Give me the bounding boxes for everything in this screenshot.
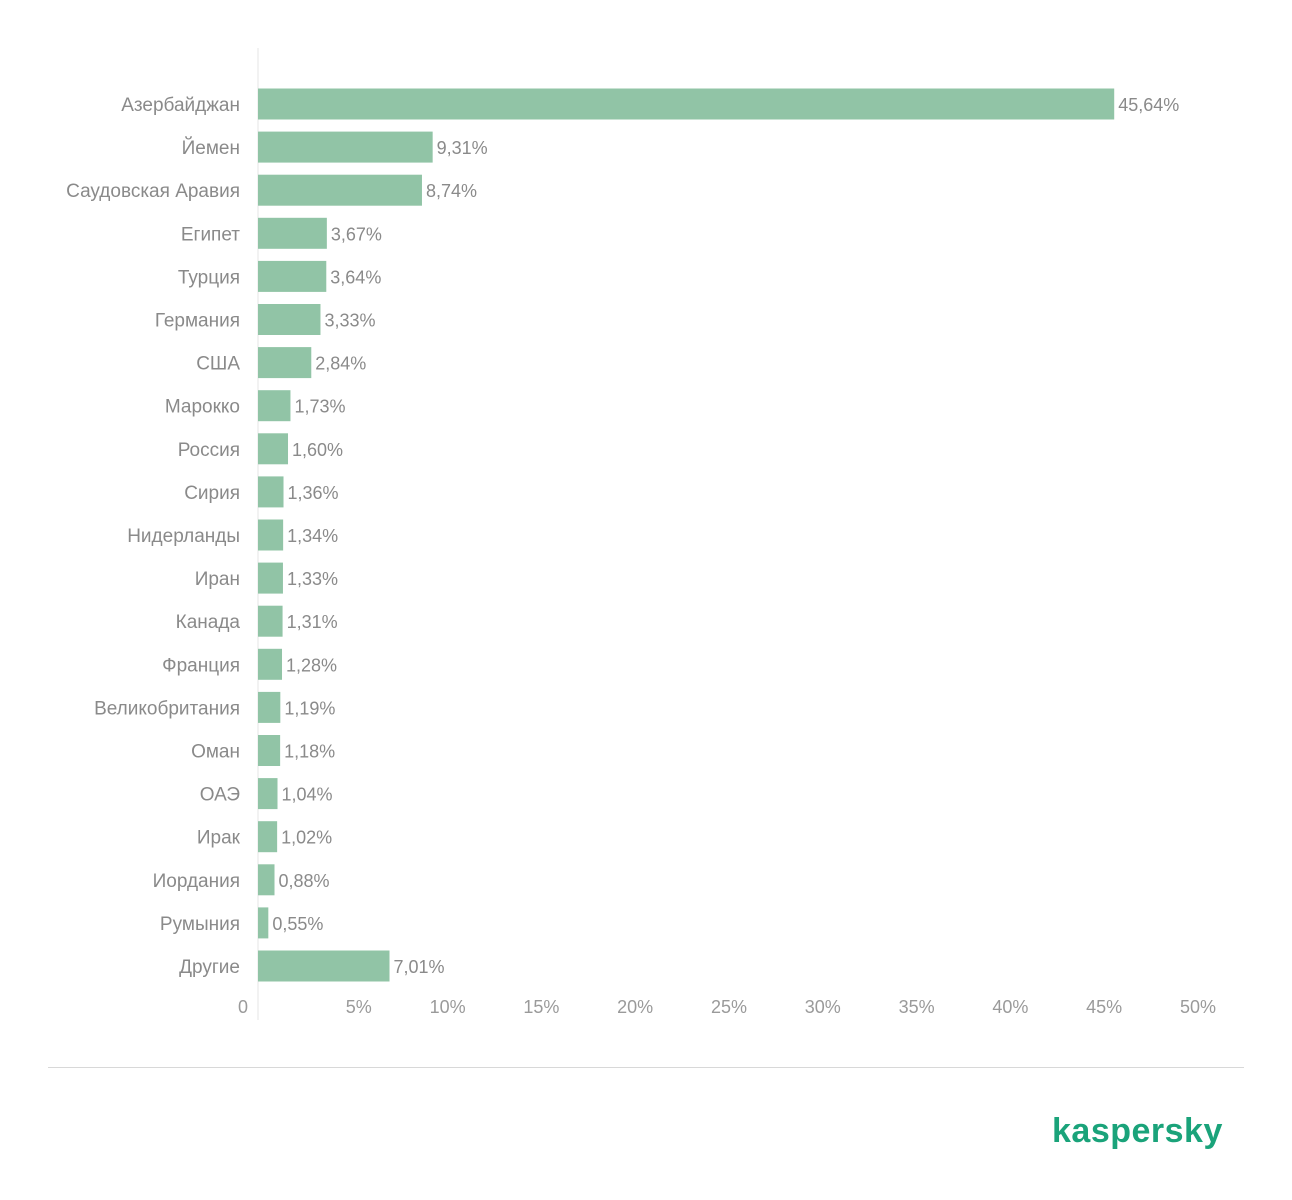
x-tick-label: 20%	[617, 997, 653, 1017]
category-label: Египет	[181, 224, 240, 245]
x-tick-label: 35%	[899, 997, 935, 1017]
kaspersky-logo: kaspersky	[1052, 1112, 1223, 1150]
category-label: ОАЭ	[200, 785, 240, 806]
category-label: Германия	[155, 311, 240, 332]
category-label: Другие	[179, 957, 240, 978]
bar	[258, 907, 269, 939]
category-label: Великобритания	[94, 698, 240, 719]
category-label: Россия	[178, 440, 240, 461]
category-label: Иран	[195, 569, 240, 590]
category-label: Турция	[178, 267, 240, 288]
data-label: 1,18%	[284, 742, 335, 762]
category-label: США	[196, 354, 240, 375]
bar-chart: Азербайджан 45,64% Йемен 9,31% Саудовская Ар…	[66, 48, 1216, 1020]
data-label: 1,28%	[286, 655, 337, 675]
data-label: 1,36%	[288, 483, 339, 503]
bar	[258, 864, 275, 896]
data-label: 8,74%	[426, 181, 477, 201]
data-label: 1,19%	[284, 698, 335, 718]
x-tick-label: 45%	[1086, 997, 1122, 1017]
bar	[258, 88, 1115, 120]
bar	[258, 691, 281, 723]
bar	[258, 562, 283, 594]
x-tick-label: 25%	[711, 997, 747, 1017]
data-label: 3,67%	[331, 224, 382, 244]
data-label: 1,04%	[282, 785, 333, 805]
category-label: Франция	[162, 655, 240, 676]
bar	[258, 131, 433, 163]
x-tick-label: 40%	[992, 997, 1028, 1017]
data-label: 1,73%	[294, 397, 345, 417]
category-label: Азербайджан	[121, 95, 240, 116]
data-label: 1,02%	[281, 828, 332, 848]
bar	[258, 174, 422, 206]
x-tick-label: 50%	[1180, 997, 1216, 1017]
bar	[258, 778, 278, 810]
bar	[258, 519, 284, 551]
category-label: Ирак	[197, 828, 241, 849]
data-label: 45,64%	[1118, 95, 1179, 115]
bar	[258, 347, 312, 379]
category-label: Марокко	[165, 397, 240, 418]
bar	[258, 217, 327, 249]
x-tick-label: 10%	[430, 997, 466, 1017]
data-label: 1,34%	[287, 526, 338, 546]
data-label: 1,31%	[287, 612, 338, 632]
x-tick-label: 0	[238, 997, 248, 1017]
category-label: Йемен	[182, 137, 240, 159]
data-label: 1,33%	[287, 569, 338, 589]
bar	[258, 260, 327, 292]
bar	[258, 304, 321, 335]
bar	[258, 605, 283, 637]
category-label: Нидерланды	[127, 526, 240, 547]
bar	[258, 476, 284, 508]
data-label: 3,64%	[330, 267, 381, 287]
x-tick-label: 30%	[805, 997, 841, 1017]
bar	[258, 648, 283, 680]
data-label: 3,33%	[324, 311, 375, 331]
data-label: 7,01%	[394, 957, 445, 977]
category-label: Канада	[176, 612, 241, 633]
bar	[258, 433, 289, 465]
data-label: 9,31%	[437, 138, 488, 158]
bar	[258, 950, 390, 982]
bar	[258, 735, 281, 766]
data-label: 0,88%	[279, 871, 330, 891]
x-tick-label: 15%	[523, 997, 559, 1017]
category-label: Иордания	[153, 871, 240, 892]
category-label: Оман	[191, 742, 240, 763]
data-label: 0,55%	[272, 914, 323, 934]
bar	[258, 390, 291, 422]
bar	[258, 821, 278, 853]
x-tick-label: 5%	[346, 997, 372, 1017]
data-label: 2,84%	[315, 354, 366, 374]
category-label: Саудовская Аравия	[66, 181, 240, 202]
divider	[48, 1067, 1244, 1068]
category-label: Румыния	[160, 914, 240, 935]
category-label: Сирия	[184, 483, 240, 504]
data-label: 1,60%	[292, 440, 343, 460]
